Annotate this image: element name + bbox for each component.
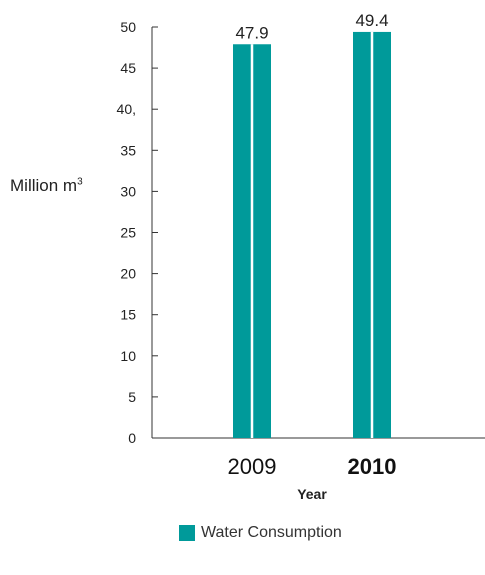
y-tick-label: 30 <box>120 183 136 199</box>
x-tick-label-2009: 2009 <box>228 454 277 479</box>
legend-swatch <box>179 525 195 541</box>
y-tick-label: 15 <box>120 307 136 323</box>
data-label-2009: 47.9 <box>235 23 268 42</box>
y-tick-label: 10 <box>120 348 136 364</box>
legend-label: Water Consumption <box>201 524 342 541</box>
y-tick-label: 50 <box>120 19 136 35</box>
y-tick-label: 45 <box>120 60 136 76</box>
y-tick-label: 5 <box>128 389 136 405</box>
y-tick-label: 20 <box>120 266 136 282</box>
legend: Water Consumption <box>179 524 342 542</box>
y-tick-label: 40, <box>117 101 136 117</box>
y-axis-label: Million m3 <box>10 176 83 195</box>
x-axis-title: Year <box>297 486 327 502</box>
y-tick-label: 35 <box>120 142 136 158</box>
y-tick-label: 0 <box>128 430 136 446</box>
x-tick-label-2010: 2010 <box>348 454 397 479</box>
y-tick-label: 25 <box>120 225 136 241</box>
data-label-2010: 49.4 <box>355 11 388 30</box>
